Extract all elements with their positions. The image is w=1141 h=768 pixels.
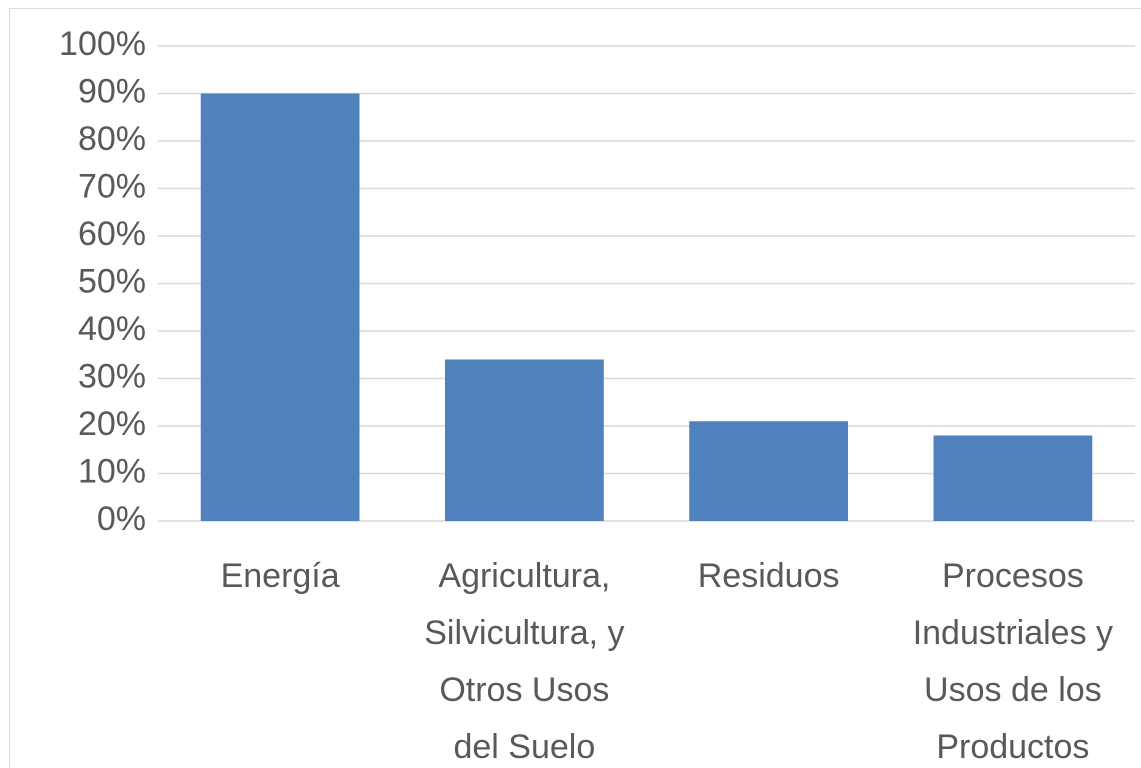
y-tick-label: 100%: [59, 25, 146, 63]
x-tick-label: Agricultura, Silvicultura, y Otros Usos del…: [424, 557, 624, 766]
x-tick-label: Energía: [221, 557, 340, 595]
x-tick-label: Residuos: [698, 557, 840, 595]
y-tick-label: 70%: [78, 167, 146, 205]
y-tick-label: 0%: [97, 500, 146, 538]
y-tick-label: 50%: [78, 262, 146, 300]
y-tick-label: 80%: [78, 120, 146, 158]
y-tick-label: 90%: [78, 72, 146, 110]
y-tick-label: 40%: [78, 310, 146, 348]
bar: [689, 421, 849, 521]
bar: [444, 359, 604, 521]
y-tick-label: 60%: [78, 215, 146, 253]
y-tick-label: 30%: [78, 357, 146, 395]
y-tick-label: 20%: [78, 405, 146, 443]
y-tick-label: 10%: [78, 452, 146, 490]
x-tick-label: Procesos Industriales y Usos de los Product…: [913, 557, 1113, 766]
bar: [200, 93, 360, 521]
bar: [933, 435, 1093, 521]
chart-frame: [9, 8, 1141, 768]
